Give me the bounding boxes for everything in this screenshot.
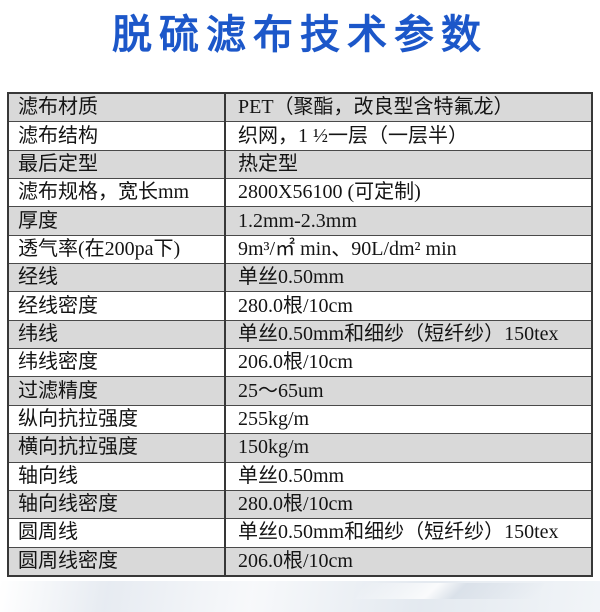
table-row: 最后定型 热定型 xyxy=(8,149,592,180)
param-label: 横向抗拉强度 xyxy=(8,433,226,463)
table-row: 滤布规格，宽长mm 2800X56100 (可定制) xyxy=(8,178,592,208)
param-label: 滤布材质 xyxy=(8,92,226,123)
table-row: 厚度 1.2mm-2.3mm xyxy=(8,206,592,236)
param-value: 单丝0.50mm和细纱（短纤纱）150tex xyxy=(225,518,592,548)
param-label: 滤布结构 xyxy=(8,121,226,151)
table-row: 纬线 单丝0.50mm和细纱（短纤纱）150tex xyxy=(8,319,592,350)
param-value: 热定型 xyxy=(225,149,592,180)
table-row: 圆周线 单丝0.50mm和细纱（短纤纱）150tex xyxy=(8,518,592,548)
page-title: 脱硫滤布技术参数 xyxy=(112,12,488,58)
background-texture xyxy=(0,581,600,612)
param-label: 纬线 xyxy=(8,319,226,350)
param-value: 206.0根/10cm xyxy=(225,546,592,577)
param-label: 透气率(在200pa下) xyxy=(8,234,226,265)
param-value: 255kg/m xyxy=(225,404,592,435)
table-row: 横向抗拉强度 150kg/m xyxy=(8,433,592,463)
table-row: 经线密度 280.0根/10cm xyxy=(8,291,592,321)
param-value: 9m³/㎡ min、90L/dm² min xyxy=(225,234,592,265)
param-label: 过滤精度 xyxy=(8,376,226,406)
table-row: 滤布材质 PET（聚酯，改良型含特氟龙） xyxy=(8,92,592,123)
param-value: 织网，1 ½一层（一层半） xyxy=(225,121,592,151)
param-label: 轴向线密度 xyxy=(8,489,226,520)
param-value: 25～65um xyxy=(225,376,592,406)
param-label: 经线 xyxy=(8,263,226,293)
table-row: 轴向线 单丝0.50mm xyxy=(8,461,592,491)
spec-table: 滤布材质 PET（聚酯，改良型含特氟龙） 滤布结构 织网，1 ½一层（一层半） … xyxy=(7,92,593,577)
param-value: 206.0根/10cm xyxy=(225,348,592,378)
param-label: 纬线密度 xyxy=(8,348,226,378)
param-label: 滤布规格，宽长mm xyxy=(8,178,226,208)
param-value: 150kg/m xyxy=(225,433,592,463)
param-label: 纵向抗拉强度 xyxy=(8,404,226,435)
table-row: 纬线密度 206.0根/10cm xyxy=(8,348,592,378)
param-label: 最后定型 xyxy=(8,149,226,180)
table-row: 轴向线密度 280.0根/10cm xyxy=(8,489,592,520)
param-value: 2800X56100 (可定制) xyxy=(225,178,592,208)
param-value: PET（聚酯，改良型含特氟龙） xyxy=(225,92,592,123)
param-value: 280.0根/10cm xyxy=(225,291,592,321)
param-label: 厚度 xyxy=(8,206,226,236)
spec-table-body: 滤布材质 PET（聚酯，改良型含特氟龙） 滤布结构 织网，1 ½一层（一层半） … xyxy=(8,92,592,577)
param-value: 1.2mm-2.3mm xyxy=(225,206,592,236)
table-row: 圆周线密度 206.0根/10cm xyxy=(8,546,592,577)
param-value: 单丝0.50mm xyxy=(225,461,592,491)
table-row: 过滤精度 25～65um xyxy=(8,376,592,406)
table-row: 透气率(在200pa下) 9m³/㎡ min、90L/dm² min xyxy=(8,234,592,265)
param-label: 经线密度 xyxy=(8,291,226,321)
param-value: 单丝0.50mm和细纱（短纤纱）150tex xyxy=(225,319,592,350)
table-row: 经线 单丝0.50mm xyxy=(8,263,592,293)
texture-streak xyxy=(355,583,545,599)
param-label: 圆周线 xyxy=(8,518,226,548)
param-label: 圆周线密度 xyxy=(8,546,226,577)
param-value: 单丝0.50mm xyxy=(225,263,592,293)
param-value: 280.0根/10cm xyxy=(225,489,592,520)
table-row: 滤布结构 织网，1 ½一层（一层半） xyxy=(8,121,592,151)
table-row: 纵向抗拉强度 255kg/m xyxy=(8,404,592,435)
param-label: 轴向线 xyxy=(8,461,226,491)
